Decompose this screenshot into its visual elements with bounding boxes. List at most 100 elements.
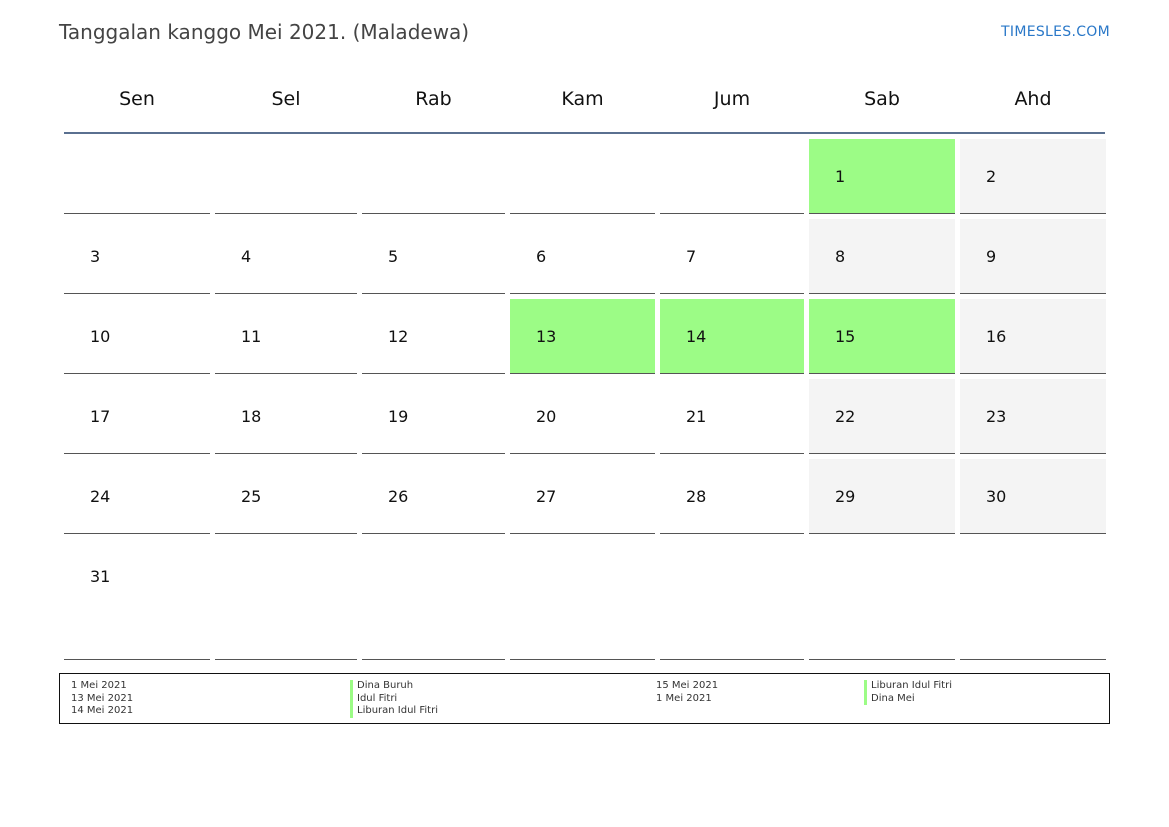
day-number: 20 [536, 407, 557, 426]
empty-day-cell [215, 539, 357, 660]
day-cell[interactable]: 11 [215, 299, 357, 374]
day-number: 14 [686, 327, 707, 346]
day-cell[interactable]: 28 [660, 459, 804, 534]
legend-date: 1 Mei 2021 [71, 680, 127, 691]
legend-dates-right: 15 Mei 2021 1 Mei 2021 [656, 680, 718, 705]
day-number: 1 [835, 167, 846, 186]
day-number: 27 [536, 487, 557, 506]
day-number: 22 [835, 407, 856, 426]
weekday-header: Sen Sel Rab Kam Jum Sab Ahd [64, 72, 1105, 134]
day-number: 12 [388, 327, 409, 346]
day-cell[interactable]: 25 [215, 459, 357, 534]
legend-date: 15 Mei 2021 [656, 680, 719, 691]
day-number: 5 [388, 247, 399, 266]
day-cell[interactable]: 5 [362, 219, 505, 294]
day-number: 19 [388, 407, 409, 426]
weekday-label: Jum [713, 88, 751, 110]
day-cell[interactable]: 18 [215, 379, 357, 454]
empty-day-cell [660, 539, 804, 660]
empty-day-cell [362, 539, 505, 660]
day-number: 17 [90, 407, 111, 426]
day-cell[interactable]: 26 [362, 459, 505, 534]
day-cell[interactable]: 21 [660, 379, 804, 454]
day-cell[interactable]: 27 [510, 459, 655, 534]
day-number: 24 [90, 487, 111, 506]
day-cell[interactable]: 15 [809, 299, 955, 374]
weekday-label: Sab [864, 88, 900, 110]
weekday-label: Rab [415, 88, 452, 110]
day-cell[interactable]: 2 [960, 139, 1106, 214]
empty-day-cell [215, 139, 357, 214]
empty-day-cell [362, 139, 505, 214]
day-number: 16 [986, 327, 1007, 346]
day-cell[interactable]: 23 [960, 379, 1106, 454]
legend-names-right: Liburan Idul Fitri Dina Mei [864, 680, 952, 705]
day-number: 28 [686, 487, 707, 506]
day-number: 11 [241, 327, 262, 346]
day-cell[interactable]: 8 [809, 219, 955, 294]
empty-day-cell [660, 139, 804, 214]
day-number: 2 [986, 167, 997, 186]
day-cell[interactable]: 20 [510, 379, 655, 454]
day-cell[interactable]: 31 [64, 539, 210, 660]
weekday-label: Sel [271, 88, 301, 110]
day-cell[interactable]: 1 [809, 139, 955, 214]
day-cell[interactable]: 7 [660, 219, 804, 294]
day-cell[interactable]: 13 [510, 299, 655, 374]
day-number: 26 [388, 487, 409, 506]
empty-day-cell [510, 539, 655, 660]
brand-link[interactable]: TIMESLES.COM [1001, 24, 1110, 40]
legend-holiday-name: Idul Fitri [350, 692, 438, 705]
day-cell[interactable]: 14 [660, 299, 804, 374]
day-cell[interactable]: 10 [64, 299, 210, 374]
day-number: 13 [536, 327, 557, 346]
day-number: 30 [986, 487, 1007, 506]
day-number: 29 [835, 487, 856, 506]
empty-day-cell [809, 539, 955, 660]
day-cell[interactable]: 29 [809, 459, 955, 534]
legend-date: 14 Mei 2021 [71, 705, 134, 716]
day-number: 4 [241, 247, 252, 266]
legend-holiday-name: Liburan Idul Fitri [350, 705, 438, 718]
legend-holiday-name: Dina Mei [864, 692, 952, 705]
day-number: 8 [835, 247, 846, 266]
day-number: 9 [986, 247, 997, 266]
day-cell[interactable]: 16 [960, 299, 1106, 374]
day-number: 15 [835, 327, 856, 346]
day-number: 7 [686, 247, 697, 266]
day-grid: 1 2 3 4 5 6 7 8 9 10 11 12 13 14 15 16 17 18 19 20 21 22 23 24 2… [64, 139, 1106, 665]
weekday-label: Sen [119, 88, 155, 110]
day-cell[interactable]: 6 [510, 219, 655, 294]
day-number: 23 [986, 407, 1007, 426]
day-number: 6 [536, 247, 547, 266]
day-number: 18 [241, 407, 262, 426]
day-cell[interactable]: 12 [362, 299, 505, 374]
calendar: Sen Sel Rab Kam Jum Sab Ahd 1 2 3 4 5 6 7 8 9 10 1… [64, 72, 1106, 665]
day-cell[interactable]: 24 [64, 459, 210, 534]
legend-date: 13 Mei 2021 [71, 692, 134, 704]
page-title: Tanggalan kanggo Mei 2021. (Maladewa) [59, 20, 470, 44]
day-cell[interactable]: 30 [960, 459, 1106, 534]
day-cell[interactable]: 17 [64, 379, 210, 454]
day-number: 3 [90, 247, 101, 266]
day-number: 25 [241, 487, 262, 506]
empty-day-cell [64, 139, 210, 214]
holiday-legend: 1 Mei 2021 13 Mei 2021 14 Mei 2021 Dina … [59, 673, 1110, 724]
legend-holiday-name: Liburan Idul Fitri [864, 680, 952, 693]
legend-dates-left: 1 Mei 2021 13 Mei 2021 14 Mei 2021 [71, 680, 133, 718]
empty-day-cell [960, 539, 1106, 660]
day-cell[interactable]: 9 [960, 219, 1106, 294]
day-number: 31 [90, 567, 111, 586]
legend-holiday-name: Dina Buruh [350, 680, 438, 693]
legend-date: 1 Mei 2021 [656, 692, 712, 704]
day-cell[interactable]: 3 [64, 219, 210, 294]
day-cell[interactable]: 19 [362, 379, 505, 454]
empty-day-cell [510, 139, 655, 214]
day-number: 10 [90, 327, 111, 346]
day-number: 21 [686, 407, 707, 426]
day-cell[interactable]: 4 [215, 219, 357, 294]
legend-names-left: Dina Buruh Idul Fitri Liburan Idul Fitri [350, 680, 438, 718]
weekday-label: Kam [561, 88, 604, 110]
weekday-label: Ahd [1014, 88, 1052, 110]
day-cell[interactable]: 22 [809, 379, 955, 454]
